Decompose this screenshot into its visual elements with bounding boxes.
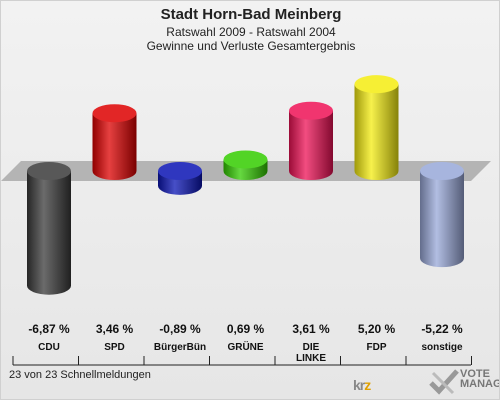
- category-label: sonstige: [421, 342, 463, 353]
- votemanager-check-icon: [429, 369, 459, 395]
- chart-subtitle: Ratswahl 2009 - Ratswahl 2004: [166, 25, 336, 39]
- value-label: -0,89 %: [159, 322, 201, 336]
- category-label: BürgerBün: [154, 342, 206, 353]
- bar-b-rgerb-n: [158, 162, 202, 195]
- bar-body: [289, 110, 333, 180]
- bar-cap: [158, 162, 202, 180]
- bar-body: [92, 113, 137, 180]
- bar-cap: [92, 104, 137, 123]
- bar-cap: [420, 162, 464, 180]
- category-label: SPD: [104, 342, 125, 353]
- value-label: 0,69 %: [227, 322, 265, 336]
- bar-body: [27, 171, 71, 295]
- value-label: 3,61 %: [292, 322, 330, 336]
- bar-cap: [223, 150, 268, 169]
- value-label: -6,87 %: [28, 322, 70, 336]
- value-label: 3,46 %: [96, 322, 134, 336]
- category-label: DIE: [303, 342, 320, 353]
- category-label: LINKE: [296, 353, 326, 364]
- category-label: FDP: [367, 342, 387, 353]
- bar-body: [354, 84, 399, 180]
- chart-subtitle-2: Gewinne und Verluste Gesamtergebnis: [146, 39, 356, 53]
- bar-fdp: [354, 75, 399, 180]
- bar-cap: [27, 162, 71, 180]
- bar-gr-ne: [223, 150, 268, 180]
- bar-body: [420, 171, 464, 268]
- category-label: GRÜNE: [227, 340, 263, 353]
- bar-die-linke: [289, 101, 333, 180]
- bar-cap: [289, 101, 333, 120]
- bar-sonstige: [420, 162, 464, 268]
- value-label: -5,22 %: [421, 322, 463, 336]
- chart-title: Stadt Horn-Bad Meinberg: [160, 6, 342, 23]
- krz-logo: krz: [353, 377, 371, 393]
- footer-status: 23 von 23 Schnellmeldungen: [9, 369, 151, 381]
- bar-cap: [354, 75, 399, 94]
- value-label: 5,20 %: [358, 322, 396, 336]
- votemanager-logo: VOTEMANAGER: [460, 368, 500, 390]
- category-label: CDU: [38, 342, 60, 353]
- bar-spd: [92, 104, 137, 180]
- bar-cdu: [27, 162, 71, 295]
